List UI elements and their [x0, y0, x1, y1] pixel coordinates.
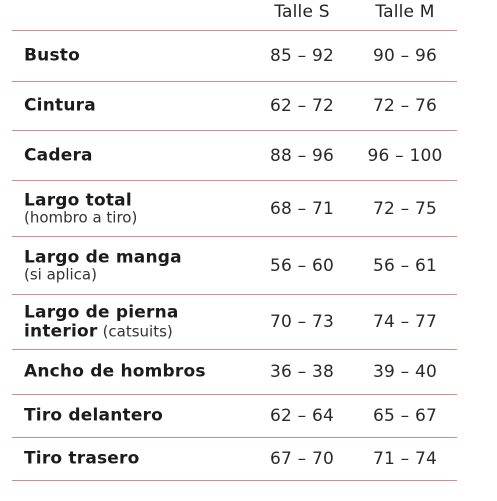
row-label-sub: (si aplica) [24, 265, 97, 284]
cell-talle-m: 71 – 74 [373, 449, 437, 469]
row-label-sub: (catsuits) [102, 322, 173, 340]
table-row-tiro-delantero: Tiro delantero 62 – 64 65 – 67 [12, 395, 457, 438]
row-label-main: Largo total [24, 189, 132, 210]
cell-talle-m: 72 – 75 [373, 198, 437, 219]
row-label: Largo de pierna interior (catsuits) [24, 303, 179, 340]
row-label-main-2: interior [24, 321, 98, 341]
cell-talle-s: 62 – 64 [270, 406, 334, 426]
header-talle-m: Talle M [375, 2, 435, 22]
row-label: Largo total (hombro a tiro) [24, 191, 137, 226]
size-chart-table: Talle S Talle M Busto 85 – 92 90 – 96 Ci… [0, 0, 497, 481]
row-label-main: Tiro trasero [24, 448, 140, 469]
cell-talle-s: 62 – 72 [270, 96, 334, 116]
cell-talle-s: 88 – 96 [270, 145, 334, 166]
table-row-largo-pierna: Largo de pierna interior (catsuits) 70 –… [12, 295, 457, 350]
cell-talle-m: 65 – 67 [373, 406, 437, 426]
row-label-main: Largo de manga [24, 246, 182, 267]
table-row-cintura: Cintura 62 – 72 72 – 76 [12, 82, 457, 131]
row-label: Tiro trasero [24, 448, 140, 469]
row-label: Cadera [24, 146, 93, 165]
cell-talle-s: 85 – 92 [270, 46, 334, 66]
row-label-main: Cintura [24, 95, 96, 116]
table-row-cadera: Cadera 88 – 96 96 – 100 [12, 131, 457, 181]
cell-talle-m: 72 – 76 [373, 96, 437, 116]
row-label: Largo de manga (si aplica) [24, 248, 182, 283]
cell-talle-m: 74 – 77 [373, 312, 437, 332]
row-label-main: Busto [24, 45, 80, 66]
row-label-main: Tiro delantero [24, 405, 164, 426]
row-label-main: Ancho de hombros [24, 361, 206, 382]
table-header: Talle S Talle M [0, 0, 497, 30]
table-row-ancho-hombros: Ancho de hombros 36 – 38 39 – 40 [12, 350, 457, 395]
row-label: Cintura [24, 95, 96, 116]
header-talle-s: Talle S [274, 2, 330, 22]
table-body: Busto 85 – 92 90 – 96 Cintura 62 – 72 72… [12, 30, 457, 481]
cell-talle-s: 56 – 60 [270, 255, 334, 276]
table-row-largo-manga: Largo de manga (si aplica) 56 – 60 56 – … [12, 237, 457, 295]
row-label-main: Largo de pierna [24, 302, 179, 323]
cell-talle-m: 90 – 96 [373, 46, 437, 66]
row-label-main: Cadera [24, 145, 93, 166]
cell-talle-m: 39 – 40 [373, 362, 437, 382]
row-label: Tiro delantero [24, 405, 164, 426]
cell-talle-s: 70 – 73 [270, 312, 334, 332]
cell-talle-m: 96 – 100 [367, 145, 443, 166]
cell-talle-m: 56 – 61 [373, 255, 437, 276]
row-label-sub: (hombro a tiro) [24, 208, 138, 227]
row-label-line2: interior (catsuits) [24, 322, 179, 341]
table-row-largo-total: Largo total (hombro a tiro) 68 – 71 72 –… [12, 181, 457, 237]
row-label: Ancho de hombros [24, 361, 206, 382]
cell-talle-s: 68 – 71 [270, 198, 334, 219]
row-label: Busto [24, 45, 80, 66]
table-row-busto: Busto 85 – 92 90 – 96 [12, 31, 457, 82]
cell-talle-s: 67 – 70 [270, 449, 334, 469]
cell-talle-s: 36 – 38 [270, 362, 334, 382]
table-row-tiro-trasero: Tiro trasero 67 – 70 71 – 74 [12, 438, 457, 481]
